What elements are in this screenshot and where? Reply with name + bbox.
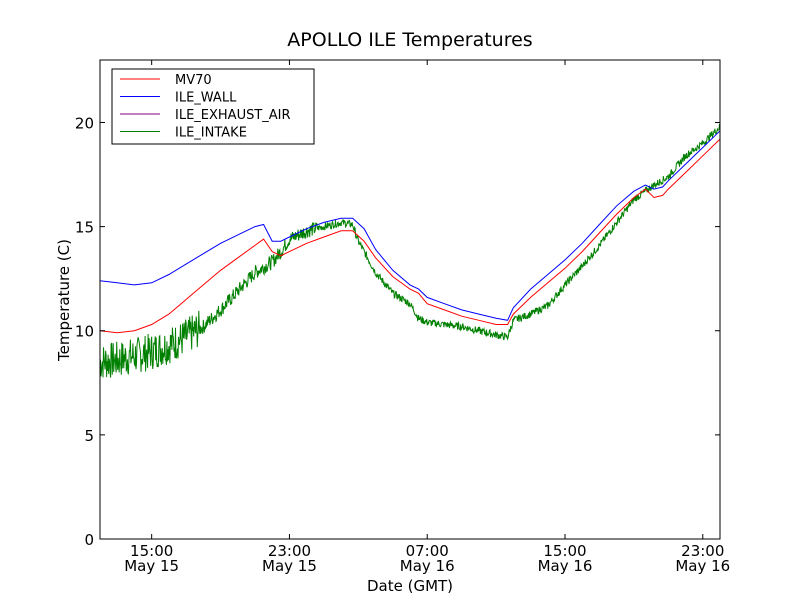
y-tick-label: 0 — [84, 531, 94, 549]
y-tick-label: 15 — [75, 219, 94, 237]
series-layer — [99, 124, 721, 378]
x-tick-label-time: 23:00 — [268, 542, 311, 560]
y-tick-label: 10 — [75, 323, 94, 341]
x-tick-label-date: May 15 — [124, 557, 179, 575]
series-line-1 — [99, 130, 721, 321]
legend-label: ILE_EXHAUST_AIR — [175, 108, 291, 123]
x-tick-label-date: May 16 — [538, 557, 593, 575]
x-tick-label-date: May 15 — [262, 557, 317, 575]
legend-label: ILE_WALL — [175, 91, 237, 106]
x-axis-label: Date (GMT) — [367, 577, 453, 595]
legend-label: ILE_INTAKE — [175, 126, 247, 141]
legend-label: MV70 — [175, 73, 212, 88]
y-axis-label: Temperature (C) — [55, 239, 73, 362]
y-axis-ticks: 0 5 10 15 20 — [75, 114, 720, 549]
x-tick-label-time: 07:00 — [406, 542, 449, 560]
chart-title: APOLLO ILE Temperatures — [287, 29, 532, 51]
series-line-0 — [99, 138, 721, 334]
x-tick-label-date: May 16 — [400, 557, 455, 575]
series-line-3 — [99, 124, 721, 378]
legend: MV70 ILE_WALL ILE_EXHAUST_AIR ILE_INTAKE — [111, 68, 315, 145]
y-tick-label: 20 — [75, 114, 94, 132]
x-tick-label-time: 15:00 — [130, 542, 173, 560]
plot-border — [99, 59, 721, 540]
x-tick-label-date: May 16 — [675, 557, 730, 575]
y-tick-label: 5 — [84, 427, 94, 445]
x-tick-label-time: 23:00 — [681, 542, 724, 560]
x-tick-label-time: 15:00 — [543, 542, 586, 560]
